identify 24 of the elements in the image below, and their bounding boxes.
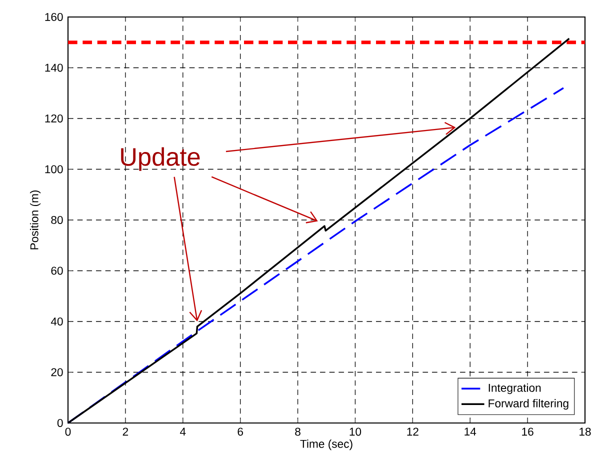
y-axis-title: Position (m) [30,190,41,250]
y-tick-label: 140 [45,64,63,72]
y-tick-label: 160 [45,12,63,21]
x-tick-label: 14 [464,428,476,436]
y-tick-label: 0 [57,418,63,427]
y-tick-label: 40 [50,317,63,326]
y-tick-label: 120 [45,114,63,122]
annotation: Update [121,147,200,171]
x-tick-label: 4 [180,428,186,436]
legend-label: Forward filtering [488,399,568,410]
x-tick-label: 10 [350,428,362,436]
x-tick-label: 12 [407,428,418,436]
x-tick-label: 16 [522,428,534,436]
x-axis-title: Time (sec) [300,440,352,450]
y-tick-label: 60 [51,266,63,275]
y-tick-label: 20 [51,368,63,376]
x-tick-label: 0 [65,428,71,436]
y-tick-label: 100 [45,165,63,174]
x-tick-label: 2 [122,428,128,436]
x-tick-label: 18 [580,428,591,436]
x-tick-label: 8 [295,428,300,436]
x-tick-label: 6 [238,428,243,436]
legend-label: Integration [488,384,541,394]
y-tick-label: 80 [51,216,63,224]
